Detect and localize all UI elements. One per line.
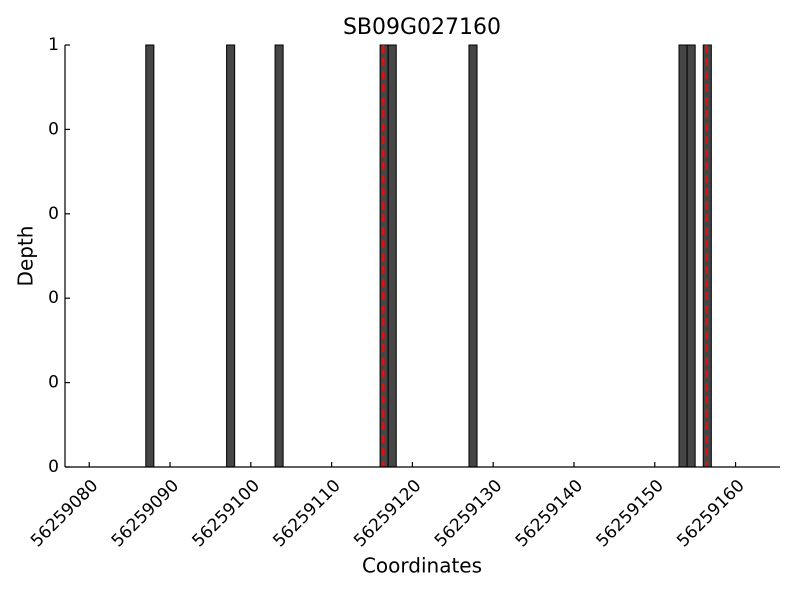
y-tick-label: 0 [48, 204, 59, 224]
x-tick-label: 56259100 [189, 476, 264, 551]
bar [274, 44, 284, 468]
y-tick-label: 0 [48, 373, 59, 393]
x-tick-label: 56259120 [350, 476, 425, 551]
bar [678, 44, 688, 468]
x-tick-label: 56259140 [512, 476, 587, 551]
x-tick-label: 56259110 [269, 476, 344, 551]
x-tick-label: 56259080 [27, 476, 102, 551]
x-tick-label: 56259130 [431, 476, 506, 551]
y-axis-label: Depth [14, 226, 38, 287]
bar [686, 44, 696, 468]
x-tick-label: 56259160 [673, 476, 748, 551]
x-axis-label: Coordinates [362, 554, 482, 578]
y-tick-label: 0 [48, 457, 59, 477]
bar [387, 44, 397, 468]
bar [226, 44, 236, 468]
y-tick-label: 1 [48, 35, 59, 55]
x-tick-label: 56259150 [593, 476, 668, 551]
bar [145, 44, 155, 468]
y-tick-label: 0 [48, 288, 59, 308]
x-tick-label: 56259090 [108, 476, 183, 551]
y-tick-label: 0 [48, 119, 59, 139]
chart-title: SB09G027160 [343, 15, 501, 40]
bar [468, 44, 478, 468]
